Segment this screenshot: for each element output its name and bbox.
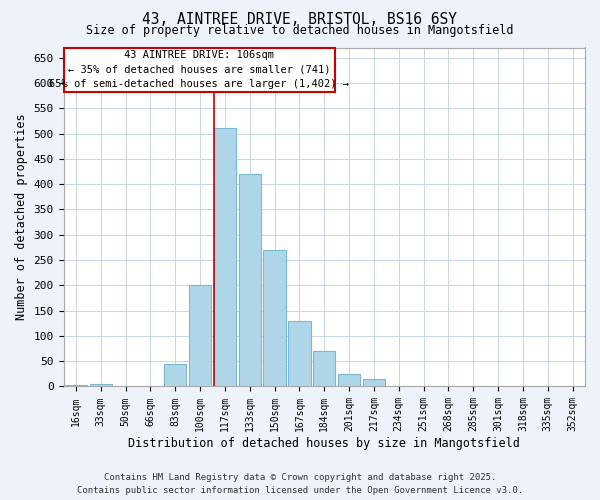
Bar <box>239 174 261 386</box>
Bar <box>263 250 286 386</box>
Y-axis label: Number of detached properties: Number of detached properties <box>15 114 28 320</box>
Bar <box>89 384 112 386</box>
Bar <box>214 128 236 386</box>
X-axis label: Distribution of detached houses by size in Mangotsfield: Distribution of detached houses by size … <box>128 437 520 450</box>
Bar <box>363 379 385 386</box>
Text: Size of property relative to detached houses in Mangotsfield: Size of property relative to detached ho… <box>86 24 514 37</box>
FancyBboxPatch shape <box>64 48 335 92</box>
Text: Contains HM Land Registry data © Crown copyright and database right 2025.
Contai: Contains HM Land Registry data © Crown c… <box>77 474 523 495</box>
Text: 43, AINTREE DRIVE, BRISTOL, BS16 6SY: 43, AINTREE DRIVE, BRISTOL, BS16 6SY <box>143 12 458 28</box>
Bar <box>164 364 187 386</box>
Text: 43 AINTREE DRIVE: 106sqm
← 35% of detached houses are smaller (741)
65% of semi-: 43 AINTREE DRIVE: 106sqm ← 35% of detach… <box>49 50 349 90</box>
Bar <box>338 374 360 386</box>
Bar <box>288 320 311 386</box>
Bar <box>313 351 335 386</box>
Bar <box>189 286 211 386</box>
